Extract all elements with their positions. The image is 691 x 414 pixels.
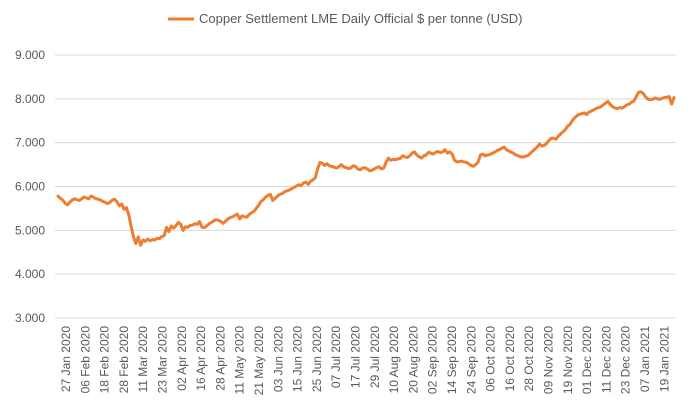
x-tick-label: 16 Apr 2020 xyxy=(194,326,208,391)
x-tick-label: 23 Dec 2020 xyxy=(619,326,633,394)
x-tick-label: 15 Jun 2020 xyxy=(291,326,305,392)
x-tick-label: 29 Jul 2020 xyxy=(368,326,382,388)
x-tick-label: 28 Apr 2020 xyxy=(213,326,227,391)
x-tick-label: 25 Jun 2020 xyxy=(310,326,324,392)
x-tick-label: 03 Jun 2020 xyxy=(271,326,285,392)
y-tick-label: 6.000 xyxy=(15,180,45,194)
y-tick-label: 4.000 xyxy=(15,267,45,281)
legend: Copper Settlement LME Daily Official $ p… xyxy=(168,11,522,26)
y-tick-label: 5.000 xyxy=(15,223,45,237)
x-tick-label: 10 Aug 2020 xyxy=(387,326,401,394)
x-tick-label: 16 Oct 2020 xyxy=(503,326,517,392)
y-axis-tick-labels: 3.000 4.000 5.000 6.000 7.000 8.000 9.000 xyxy=(15,48,45,325)
x-tick-label: 14 Sep 2020 xyxy=(445,326,459,394)
x-tick-label: 18 Feb 2020 xyxy=(98,326,112,394)
series-layer xyxy=(56,90,676,247)
x-tick-label: 19 Nov 2020 xyxy=(561,326,575,394)
x-tick-label: 07 Jul 2020 xyxy=(329,326,343,388)
series-line xyxy=(56,90,676,247)
x-tick-label: 11 Dec 2020 xyxy=(599,326,613,393)
x-tick-label: 28 Feb 2020 xyxy=(117,326,131,394)
x-tick-label: 02 Sep 2020 xyxy=(426,326,440,394)
x-tick-label: 20 Aug 2020 xyxy=(406,326,420,394)
y-tick-label: 8.000 xyxy=(15,92,45,106)
x-tick-label: 06 Feb 2020 xyxy=(78,326,92,394)
y-tick-label: 9.000 xyxy=(15,48,45,62)
x-tick-label: 28 Oct 2020 xyxy=(522,326,536,392)
x-tick-label: 27 Jan 2020 xyxy=(59,326,73,392)
x-tick-label: 19 Jan 2021 xyxy=(657,326,671,392)
x-tick-label: 23 Mar 2020 xyxy=(156,326,170,394)
x-tick-label: 07 Jan 2021 xyxy=(638,326,652,392)
x-tick-label: 02 Apr 2020 xyxy=(175,326,189,391)
x-tick-label: 09 Nov 2020 xyxy=(542,326,556,394)
y-tick-label: 7.000 xyxy=(15,136,45,150)
y-tick-label: 3.000 xyxy=(15,311,45,325)
x-tick-label: 11 Mar 2020 xyxy=(136,326,150,393)
x-tick-label: 17 Jul 2020 xyxy=(349,326,363,388)
x-tick-label: 06 Oct 2020 xyxy=(484,326,498,392)
x-tick-label: 11 May 2020 xyxy=(233,326,247,395)
gridlines xyxy=(55,54,676,319)
x-tick-label: 01 Dec 2020 xyxy=(580,326,594,394)
x-axis-tick-labels: 27 Jan 2020 06 Feb 2020 18 Feb 2020 28 Feb … xyxy=(59,326,671,396)
legend-label: Copper Settlement LME Daily Official $ p… xyxy=(199,11,522,26)
x-tick-label: 21 May 2020 xyxy=(252,326,266,396)
x-tick-label: 24 Sep 2020 xyxy=(464,326,478,394)
